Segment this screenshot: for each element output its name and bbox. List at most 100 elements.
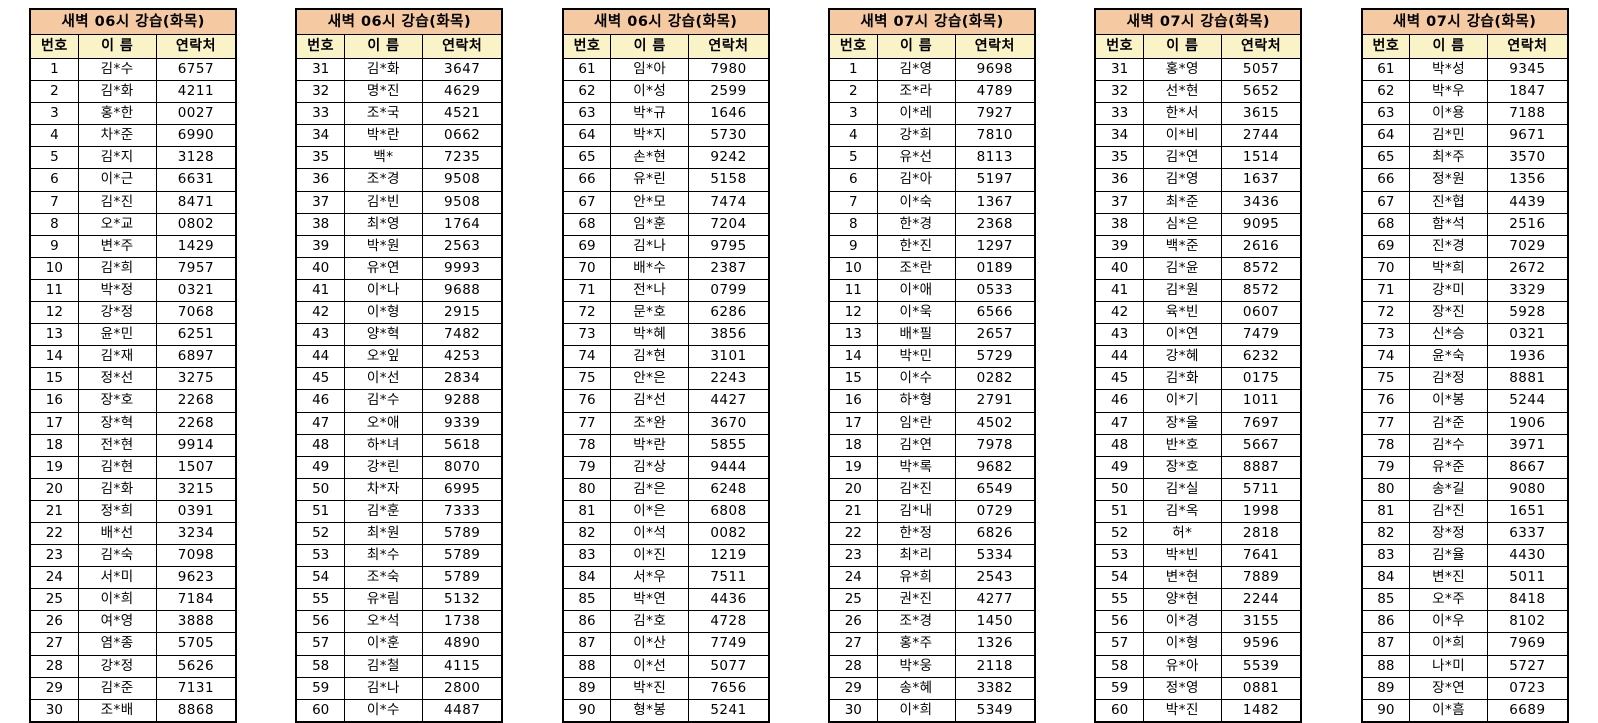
cell-number: 62 — [562, 80, 612, 104]
table-row: 6 김*아 5197 — [828, 168, 1036, 192]
cell-name: 이*경 — [1142, 610, 1222, 634]
table-row: 4 강*희 7810 — [828, 124, 1036, 148]
cell-name: 변*진 — [1409, 566, 1489, 590]
cell-contact: 5057 — [1220, 57, 1302, 82]
cell-contact: 7029 — [1487, 234, 1569, 258]
table-row: 3 이*레 7927 — [828, 102, 1036, 126]
cell-contact: 0282 — [954, 367, 1036, 391]
cell-contact: 5667 — [1220, 433, 1302, 457]
cell-number: 88 — [562, 654, 612, 678]
cell-number: 28 — [828, 654, 878, 678]
table-title: 새벽 06시 강습(화목) — [295, 8, 503, 35]
cell-contact: 2657 — [954, 323, 1036, 347]
table-row: 21 정*희 0391 — [29, 499, 237, 523]
cell-contact: 2243 — [688, 367, 770, 391]
cell-name: 박*혜 — [610, 323, 690, 347]
table-row: 87 이*희 7969 — [1361, 632, 1569, 656]
table-row: 28 강*정 5626 — [29, 654, 237, 678]
cell-name: 장*연 — [1409, 676, 1489, 700]
cell-name: 이*수 — [876, 367, 956, 391]
cell-contact: 9671 — [1487, 124, 1569, 148]
cell-number: 77 — [562, 411, 612, 435]
cell-contact: 9444 — [688, 455, 770, 479]
cell-name: 이*성 — [610, 80, 690, 104]
cell-number: 58 — [1094, 654, 1144, 678]
table-row: 62 이*성 2599 — [562, 80, 770, 104]
cell-name: 명*진 — [343, 80, 423, 104]
table-row: 35 김*연 1514 — [1094, 146, 1302, 170]
cell-contact: 7641 — [1220, 544, 1302, 568]
cell-contact: 7969 — [1487, 632, 1569, 656]
cell-contact: 3128 — [155, 146, 237, 170]
cell-name: 임*아 — [610, 57, 690, 82]
cell-contact: 5705 — [155, 632, 237, 656]
cell-name: 이*은 — [610, 499, 690, 523]
cell-number: 19 — [29, 455, 79, 479]
table-row: 56 오*석 1738 — [295, 610, 503, 634]
cell-number: 69 — [1361, 234, 1411, 258]
cell-name: 조*라 — [876, 80, 956, 104]
table-row: 52 최*원 5789 — [295, 521, 503, 546]
cell-name: 선*현 — [1142, 80, 1222, 104]
cell-name: 김*영 — [876, 57, 956, 82]
table-row: 39 백*준 2616 — [1094, 234, 1302, 258]
table-row: 36 조*경 9508 — [295, 168, 503, 192]
table-title-row: 새벽 07시 강습(화목) — [1094, 8, 1302, 35]
table-row: 83 김*율 4430 — [1361, 544, 1569, 568]
cell-name: 박*란 — [610, 433, 690, 457]
cell-number: 21 — [29, 499, 79, 523]
roster-table: 새벽 06시 강습(화목) 번호 이 름 연락처 1 김*수 6757 2 김*화 4211 3 홍*… — [29, 8, 238, 723]
cell-number: 31 — [295, 57, 345, 82]
cell-name: 강*희 — [876, 124, 956, 148]
cell-contact: 7184 — [155, 588, 237, 612]
cell-name: 유*희 — [876, 566, 956, 590]
cell-number: 12 — [29, 301, 79, 325]
table-row: 37 김*빈 9508 — [295, 190, 503, 214]
cell-name: 김*준 — [1409, 411, 1489, 435]
cell-number: 44 — [1094, 345, 1144, 369]
cell-name: 장*혁 — [77, 411, 157, 435]
cell-number: 11 — [828, 278, 878, 303]
column-header-no: 번호 — [562, 34, 612, 59]
cell-contact: 6826 — [954, 521, 1036, 546]
cell-number: 60 — [1094, 698, 1144, 723]
table-header-row: 번호 이 름 연락처 — [828, 34, 1036, 59]
cell-name: 손*현 — [610, 146, 690, 170]
cell-contact: 6757 — [155, 57, 237, 82]
cell-contact: 5244 — [1487, 389, 1569, 413]
cell-contact: 8070 — [421, 455, 503, 479]
cell-number: 22 — [29, 521, 79, 546]
cell-contact: 2744 — [1220, 124, 1302, 148]
roster-table-wrapper: 새벽 07시 강습(화목) 번호 이 름 연락처 1 김*영 9698 2 조*라 4789 3 이*… — [799, 8, 1065, 723]
cell-name: 유*선 — [876, 146, 956, 170]
table-row: 41 김*원 8572 — [1094, 278, 1302, 303]
cell-contact: 6990 — [155, 124, 237, 148]
cell-number: 64 — [1361, 124, 1411, 148]
cell-name: 조*완 — [610, 411, 690, 435]
table-row: 4 차*준 6990 — [29, 124, 237, 148]
cell-contact: 4436 — [688, 588, 770, 612]
cell-name: 윤*민 — [77, 323, 157, 347]
cell-contact: 8102 — [1487, 610, 1569, 634]
cell-contact: 7235 — [421, 146, 503, 170]
cell-contact: 5011 — [1487, 566, 1569, 590]
cell-name: 김*현 — [77, 455, 157, 479]
cell-number: 17 — [828, 411, 878, 435]
cell-name: 한*경 — [876, 212, 956, 236]
cell-name: 김*연 — [876, 433, 956, 457]
cell-contact: 6286 — [688, 301, 770, 325]
cell-contact: 8572 — [1220, 256, 1302, 280]
cell-contact: 5855 — [688, 433, 770, 457]
cell-name: 이*용 — [1409, 102, 1489, 126]
cell-contact: 5197 — [954, 168, 1036, 192]
cell-number: 57 — [1094, 632, 1144, 656]
table-row: 42 육*빈 0607 — [1094, 301, 1302, 325]
cell-contact: 5789 — [421, 521, 503, 546]
column-header-name: 이 름 — [1409, 34, 1489, 59]
cell-name: 조*국 — [343, 102, 423, 126]
roster-table: 새벽 06시 강습(화목) 번호 이 름 연락처 31 김*화 3647 32 명*진 4629 3… — [295, 8, 504, 723]
cell-contact: 4277 — [954, 588, 1036, 612]
cell-name: 육*빈 — [1142, 301, 1222, 325]
cell-number: 53 — [1094, 544, 1144, 568]
table-row: 61 임*아 7980 — [562, 57, 770, 82]
